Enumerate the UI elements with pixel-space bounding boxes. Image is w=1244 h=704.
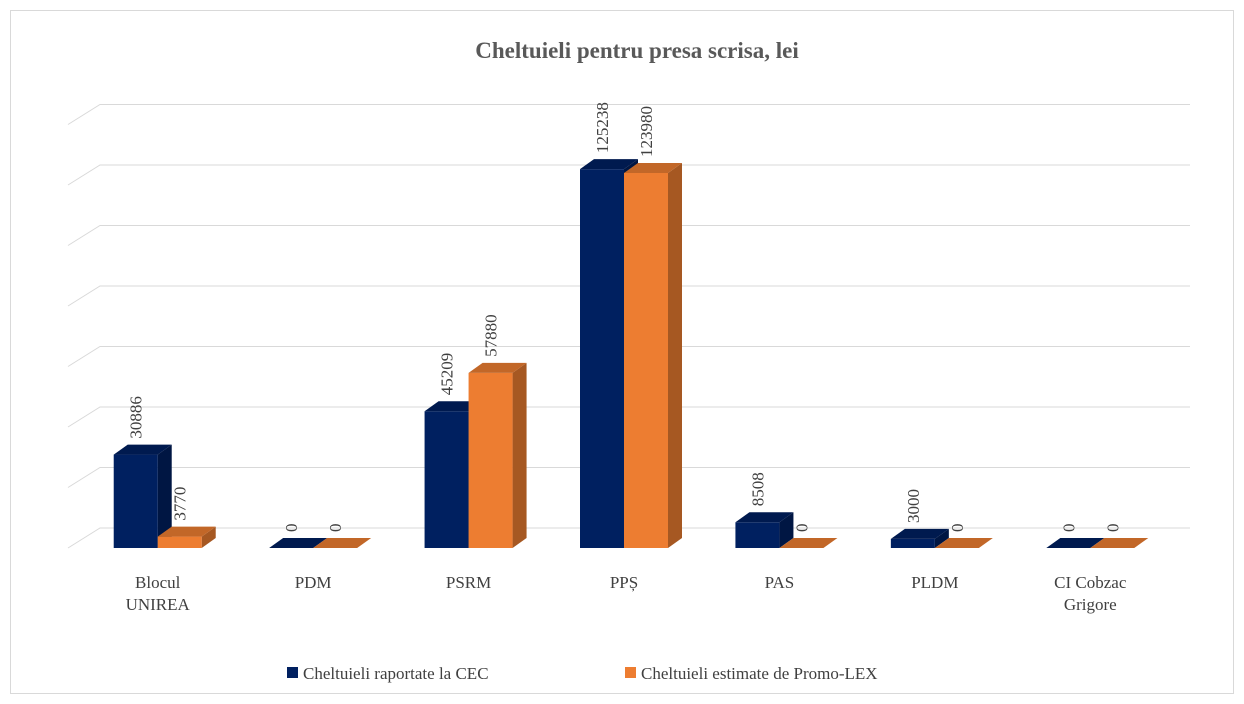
bar-top bbox=[779, 538, 838, 548]
x-tick-label: Blocul UNIREA bbox=[125, 573, 190, 614]
bar-3d bbox=[934, 538, 993, 548]
grid-line bbox=[67, 164, 1190, 186]
bar-side bbox=[934, 528, 949, 548]
x-tick-label: PSRM bbox=[445, 573, 492, 592]
data-label: 3000 bbox=[904, 489, 923, 523]
data-label: 0 bbox=[282, 524, 301, 533]
data-label: 125238 bbox=[593, 102, 612, 153]
bar-top bbox=[890, 528, 949, 539]
legend-swatch bbox=[287, 667, 298, 678]
bar-top bbox=[468, 362, 527, 373]
data-label: 0 bbox=[1059, 524, 1078, 533]
bar-3d bbox=[779, 538, 838, 548]
bar-3d bbox=[269, 538, 328, 548]
grid-line bbox=[67, 285, 1190, 307]
legend-label: Cheltuieli raportate la CEC bbox=[303, 664, 489, 683]
x-tick-label: PDM bbox=[294, 573, 332, 592]
grid-line bbox=[67, 406, 1190, 428]
bar-top bbox=[735, 512, 794, 523]
bar-3d bbox=[313, 538, 372, 548]
bar-top bbox=[1046, 538, 1105, 548]
data-label: 123980 bbox=[637, 106, 656, 157]
data-label: 57880 bbox=[482, 314, 501, 356]
data-label: 0 bbox=[948, 524, 967, 533]
grid-line bbox=[67, 346, 1190, 367]
grid-line bbox=[67, 104, 1190, 125]
data-label: 0 bbox=[1103, 524, 1122, 533]
bar-3d bbox=[735, 512, 794, 548]
data-label: 0 bbox=[326, 524, 345, 533]
bar bbox=[157, 536, 202, 548]
bar-top bbox=[157, 526, 216, 537]
bar-3d bbox=[1046, 538, 1105, 548]
bar bbox=[113, 454, 158, 548]
bar-3d bbox=[624, 162, 682, 548]
bar-side bbox=[779, 512, 794, 548]
bar bbox=[735, 522, 780, 548]
bar bbox=[890, 538, 935, 548]
bar-side bbox=[668, 162, 682, 548]
data-label: 0 bbox=[792, 524, 811, 533]
grid-line bbox=[67, 225, 1190, 246]
x-tick-label: PPȘ bbox=[609, 573, 639, 592]
x-tick-label: PAS bbox=[764, 573, 795, 592]
bar-top bbox=[424, 401, 483, 412]
bar-top bbox=[269, 538, 328, 548]
bar-3d bbox=[157, 526, 216, 548]
data-label: 8508 bbox=[748, 472, 767, 506]
bar-3d bbox=[113, 444, 172, 548]
bar-3d bbox=[1090, 538, 1149, 548]
grid-line bbox=[67, 467, 1190, 488]
bar bbox=[624, 172, 668, 548]
grid-line bbox=[67, 527, 1190, 549]
x-tick-label: CI Cobzac Grigore bbox=[1054, 573, 1127, 614]
bar-top bbox=[113, 444, 172, 455]
x-tick-label: PLDM bbox=[911, 573, 959, 592]
bar-top bbox=[1090, 538, 1149, 548]
bar bbox=[580, 169, 624, 549]
data-label: 30886 bbox=[127, 396, 146, 439]
bar-side bbox=[157, 444, 172, 548]
bar-side bbox=[201, 526, 216, 548]
chart-title: Cheltuieli pentru presa scrisa, lei bbox=[475, 38, 799, 63]
bar-top bbox=[313, 538, 372, 548]
bar-top bbox=[934, 538, 993, 548]
legend-label: Cheltuieli estimate de Promo-LEX bbox=[641, 664, 878, 683]
bar-side bbox=[512, 362, 527, 548]
bar-3d bbox=[890, 528, 949, 548]
legend-swatch bbox=[625, 667, 636, 678]
bar-top bbox=[580, 159, 638, 170]
bar-3d bbox=[468, 362, 527, 548]
data-label: 45209 bbox=[438, 353, 457, 396]
bar-top bbox=[624, 162, 682, 173]
bar bbox=[424, 411, 469, 548]
bar bbox=[468, 372, 513, 548]
data-label: 3770 bbox=[171, 487, 190, 521]
